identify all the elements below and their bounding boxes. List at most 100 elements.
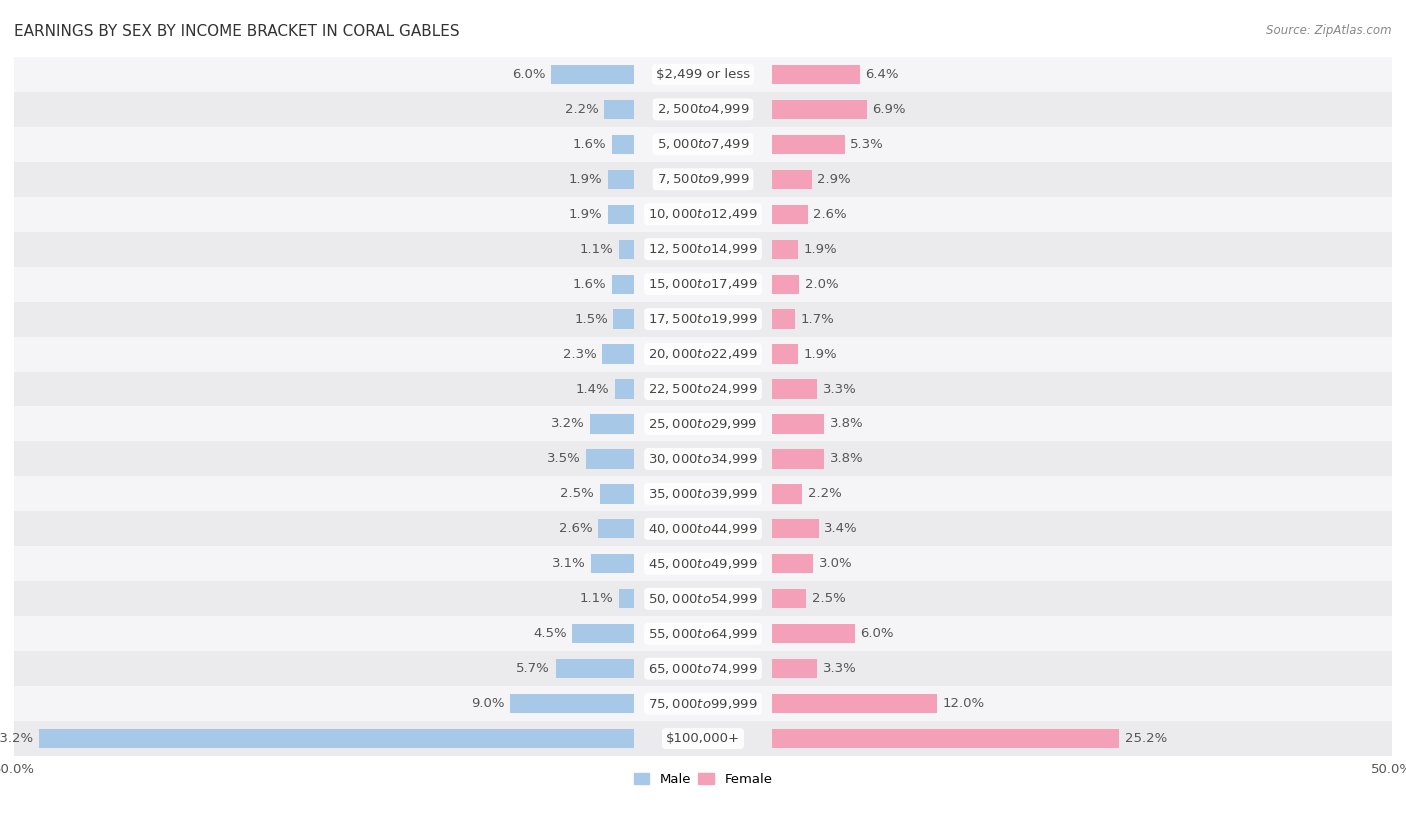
Bar: [619, 240, 634, 259]
Text: 6.9%: 6.9%: [873, 103, 905, 115]
Bar: [772, 485, 803, 503]
Bar: [599, 520, 634, 538]
Text: 2.6%: 2.6%: [560, 523, 593, 535]
Text: 1.4%: 1.4%: [575, 383, 609, 395]
Text: 12.0%: 12.0%: [943, 698, 984, 710]
Text: 1.6%: 1.6%: [572, 138, 606, 150]
Bar: [772, 694, 938, 713]
Bar: [772, 310, 796, 328]
Text: 5.3%: 5.3%: [851, 138, 884, 150]
Bar: [772, 345, 799, 363]
Text: 1.7%: 1.7%: [801, 313, 835, 325]
Bar: [772, 65, 860, 84]
Text: $45,000 to $49,999: $45,000 to $49,999: [648, 557, 758, 571]
Text: 6.4%: 6.4%: [866, 68, 898, 80]
Bar: [772, 520, 818, 538]
Text: 2.5%: 2.5%: [561, 488, 595, 500]
Text: $65,000 to $74,999: $65,000 to $74,999: [648, 662, 758, 676]
Bar: [772, 205, 807, 224]
Text: 1.9%: 1.9%: [569, 173, 602, 185]
Bar: [14, 162, 1392, 197]
Text: 2.2%: 2.2%: [565, 103, 599, 115]
Text: 1.9%: 1.9%: [569, 208, 602, 220]
Text: $50,000 to $54,999: $50,000 to $54,999: [648, 592, 758, 606]
Bar: [772, 450, 824, 468]
Bar: [14, 127, 1392, 162]
Bar: [14, 267, 1392, 302]
Text: 3.1%: 3.1%: [553, 558, 586, 570]
Text: 3.3%: 3.3%: [823, 663, 856, 675]
Bar: [14, 476, 1392, 511]
Text: Source: ZipAtlas.com: Source: ZipAtlas.com: [1267, 24, 1392, 37]
Bar: [14, 441, 1392, 476]
Text: $20,000 to $22,499: $20,000 to $22,499: [648, 347, 758, 361]
Text: 3.2%: 3.2%: [551, 418, 585, 430]
Text: 2.2%: 2.2%: [807, 488, 841, 500]
Text: $2,500 to $4,999: $2,500 to $4,999: [657, 102, 749, 116]
Text: 2.3%: 2.3%: [564, 348, 598, 360]
Bar: [612, 275, 634, 293]
Text: $12,500 to $14,999: $12,500 to $14,999: [648, 242, 758, 256]
Bar: [599, 485, 634, 503]
Text: 25.2%: 25.2%: [1125, 733, 1167, 745]
Bar: [586, 450, 634, 468]
Text: 3.5%: 3.5%: [547, 453, 581, 465]
Text: $35,000 to $39,999: $35,000 to $39,999: [648, 487, 758, 501]
Bar: [619, 589, 634, 608]
Text: 1.1%: 1.1%: [579, 593, 613, 605]
Bar: [772, 275, 800, 293]
Text: 1.9%: 1.9%: [804, 243, 837, 255]
Text: 3.8%: 3.8%: [830, 453, 863, 465]
Text: 1.9%: 1.9%: [804, 348, 837, 360]
Bar: [772, 100, 868, 119]
Bar: [613, 310, 634, 328]
Legend: Male, Female: Male, Female: [628, 767, 778, 791]
Bar: [14, 721, 1392, 756]
Bar: [591, 415, 634, 433]
Bar: [14, 372, 1392, 406]
Text: 6.0%: 6.0%: [860, 628, 894, 640]
Text: EARNINGS BY SEX BY INCOME BRACKET IN CORAL GABLES: EARNINGS BY SEX BY INCOME BRACKET IN COR…: [14, 24, 460, 39]
Text: 1.6%: 1.6%: [572, 278, 606, 290]
Bar: [772, 659, 817, 678]
Bar: [603, 100, 634, 119]
Bar: [14, 302, 1392, 337]
Bar: [772, 240, 799, 259]
Text: 2.6%: 2.6%: [813, 208, 846, 220]
Bar: [14, 651, 1392, 686]
Text: 1.5%: 1.5%: [574, 313, 607, 325]
Text: 4.5%: 4.5%: [533, 628, 567, 640]
Bar: [607, 170, 634, 189]
Text: $40,000 to $44,999: $40,000 to $44,999: [648, 522, 758, 536]
Text: 2.0%: 2.0%: [806, 278, 838, 290]
Text: $55,000 to $64,999: $55,000 to $64,999: [648, 627, 758, 641]
Text: $15,000 to $17,499: $15,000 to $17,499: [648, 277, 758, 291]
Bar: [14, 581, 1392, 616]
Bar: [602, 345, 634, 363]
Text: 9.0%: 9.0%: [471, 698, 505, 710]
Text: 43.2%: 43.2%: [0, 733, 34, 745]
Text: $100,000+: $100,000+: [666, 733, 740, 745]
Bar: [772, 380, 817, 398]
Text: $5,000 to $7,499: $5,000 to $7,499: [657, 137, 749, 151]
Bar: [14, 92, 1392, 127]
Text: $30,000 to $34,999: $30,000 to $34,999: [648, 452, 758, 466]
Bar: [510, 694, 634, 713]
Bar: [14, 232, 1392, 267]
Text: 3.3%: 3.3%: [823, 383, 856, 395]
Bar: [14, 406, 1392, 441]
Text: 2.5%: 2.5%: [811, 593, 845, 605]
Bar: [772, 729, 1119, 748]
Bar: [39, 729, 634, 748]
Text: $75,000 to $99,999: $75,000 to $99,999: [648, 697, 758, 711]
Bar: [555, 659, 634, 678]
Bar: [772, 554, 813, 573]
Text: 2.9%: 2.9%: [817, 173, 851, 185]
Bar: [772, 624, 855, 643]
Text: $2,499 or less: $2,499 or less: [657, 68, 749, 80]
Bar: [14, 197, 1392, 232]
Bar: [772, 415, 824, 433]
Bar: [772, 589, 807, 608]
Bar: [14, 511, 1392, 546]
Text: 5.7%: 5.7%: [516, 663, 550, 675]
